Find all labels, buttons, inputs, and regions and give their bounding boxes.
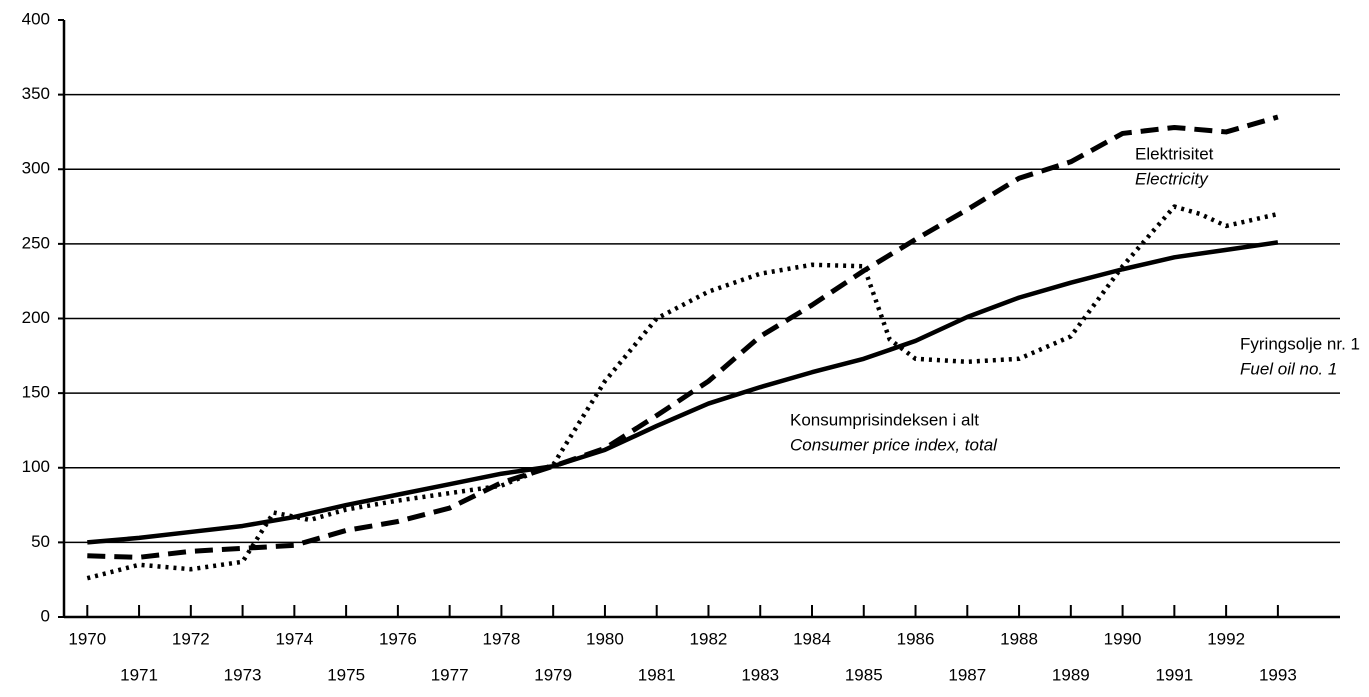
y-tick-label: 250	[22, 233, 50, 252]
x-tick-label: 1974	[275, 629, 313, 648]
x-tick-label: 1981	[638, 665, 676, 684]
y-tick-label: 50	[31, 532, 50, 551]
y-tick-label: 200	[22, 308, 50, 327]
x-tick-label: 1982	[690, 629, 728, 648]
x-tick-label: 1973	[224, 665, 262, 684]
x-tick-label: 1970	[68, 629, 106, 648]
series-label: Fyringsolje nr. 1	[1240, 334, 1360, 353]
y-tick-label: 350	[22, 84, 50, 103]
y-tick-label: 0	[41, 606, 50, 625]
x-tick-label: 1980	[586, 629, 624, 648]
series-label-en: Fuel oil no. 1	[1240, 359, 1337, 378]
x-tick-label: 1979	[534, 665, 572, 684]
series-label: Elektrisitet	[1135, 144, 1214, 163]
x-tick-label: 1993	[1259, 665, 1297, 684]
series-label-en: Consumer price index, total	[790, 435, 998, 454]
x-tick-label: 1983	[741, 665, 779, 684]
x-tick-label: 1992	[1207, 629, 1245, 648]
series-line	[87, 240, 1279, 545]
x-tick-label: 1971	[120, 665, 158, 684]
x-tick-label: 1988	[1000, 629, 1038, 648]
x-tick-label: 1984	[793, 629, 831, 648]
y-tick-label: 100	[22, 457, 50, 476]
y-tick-label: 150	[22, 383, 50, 402]
y-tick-label: 300	[22, 159, 50, 178]
series-label: Konsumprisindeksen i alt	[790, 410, 979, 429]
x-tick-label: 1986	[897, 629, 935, 648]
x-tick-label: 1990	[1104, 629, 1142, 648]
series-line	[86, 204, 1279, 581]
x-tick-label: 1987	[948, 665, 986, 684]
x-tick-label: 1977	[431, 665, 469, 684]
series-label-en: Electricity	[1135, 169, 1209, 188]
series-line	[87, 114, 1279, 560]
x-tick-label: 1989	[1052, 665, 1090, 684]
x-tick-label: 1972	[172, 629, 210, 648]
x-tick-label: 1976	[379, 629, 417, 648]
x-tick-label: 1978	[482, 629, 520, 648]
x-tick-label: 1975	[327, 665, 365, 684]
x-tick-label: 1991	[1155, 665, 1193, 684]
y-tick-label: 400	[22, 9, 50, 28]
x-tick-label: 1985	[845, 665, 883, 684]
